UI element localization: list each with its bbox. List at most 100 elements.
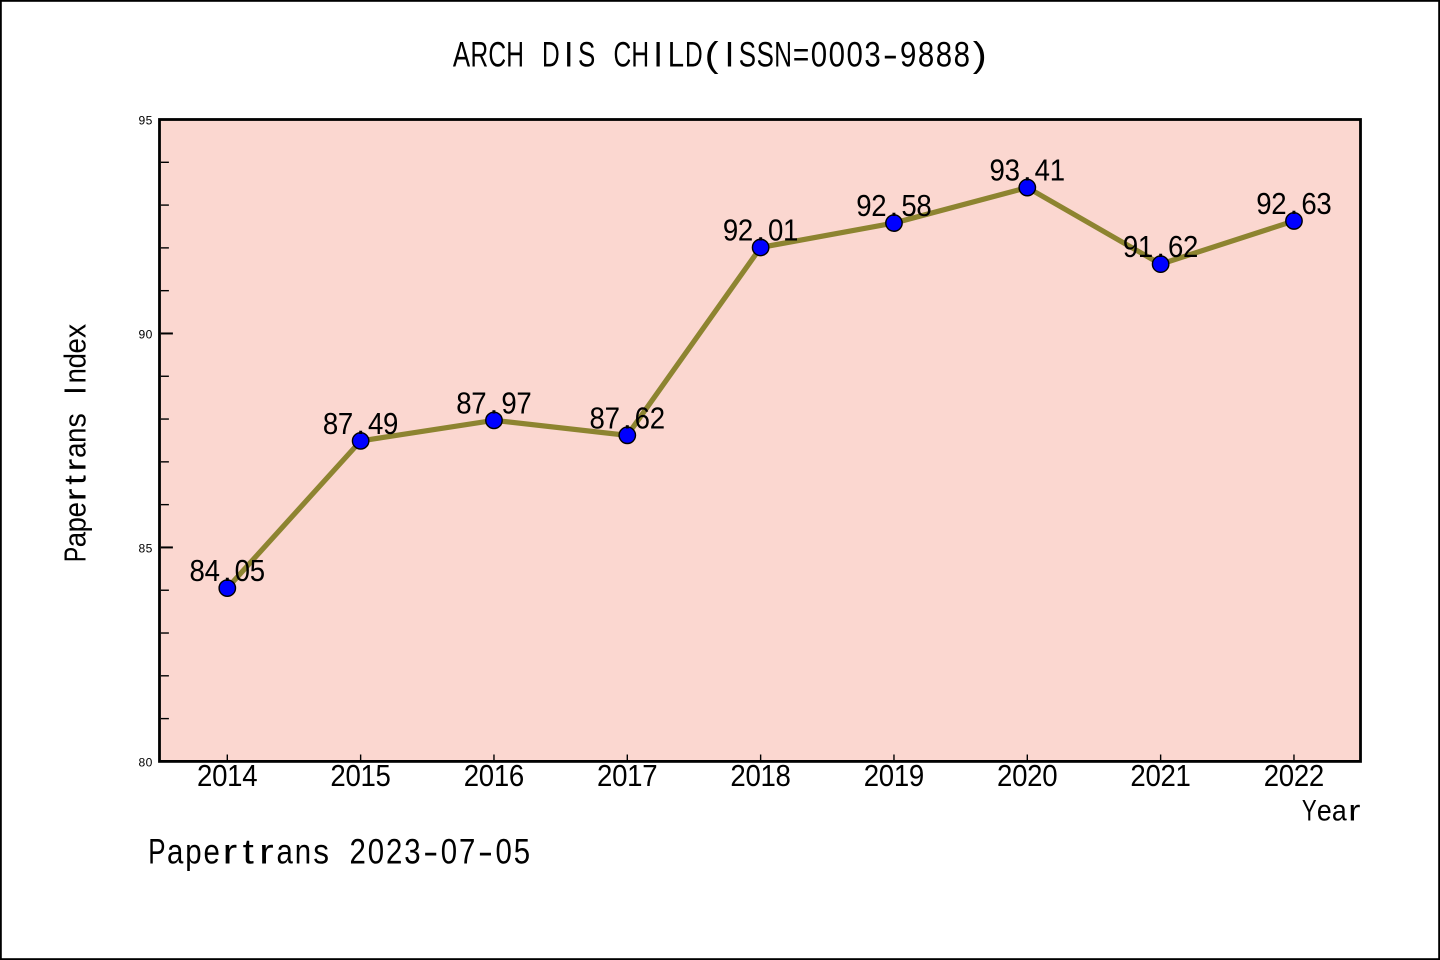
svg-text:-: - [883,35,898,75]
svg-text:8: 8 [190,554,205,589]
svg-text:0: 0 [146,328,153,342]
svg-text:2: 2 [997,758,1012,793]
svg-text:2: 2 [1160,758,1175,793]
svg-text:2: 2 [1130,758,1145,793]
svg-text:a: a [167,832,183,871]
svg-text:.: . [756,212,765,247]
svg-text:3: 3 [1316,186,1331,221]
svg-text:0: 0 [212,758,227,793]
svg-text:0: 0 [846,35,862,74]
svg-text:6: 6 [1168,230,1183,265]
svg-text:a: a [277,832,293,871]
svg-text:e: e [204,832,220,871]
svg-text:3: 3 [1005,153,1020,188]
svg-text:7: 7 [471,386,486,421]
svg-text:S: S [578,35,595,75]
svg-text:8: 8 [918,35,934,74]
svg-text:1: 1 [627,758,642,793]
svg-text:.: . [623,400,632,435]
svg-text:0: 0 [235,554,250,589]
svg-text:8: 8 [954,35,970,74]
svg-text:-: - [478,832,493,872]
svg-text:5: 5 [514,832,530,871]
svg-text:n: n [58,368,93,383]
svg-text:0: 0 [1145,758,1160,793]
svg-text:1: 1 [1176,758,1191,793]
svg-text:x: x [58,324,92,338]
svg-text:7: 7 [516,386,531,421]
svg-text:5: 5 [146,114,153,128]
svg-text:9: 9 [1123,230,1138,265]
svg-text:-: - [423,832,438,872]
svg-text:d: d [58,353,93,368]
svg-text:1: 1 [360,758,375,793]
svg-text:n: n [295,832,311,871]
svg-text:7: 7 [459,832,475,871]
svg-text:2: 2 [1309,758,1324,793]
svg-text:.: . [356,406,365,441]
svg-text:H: H [506,36,524,74]
svg-text:2: 2 [1183,230,1198,265]
svg-text:0: 0 [146,755,153,769]
svg-text:P: P [148,832,165,872]
svg-text:9: 9 [909,758,924,793]
svg-text:e: e [58,338,93,353]
svg-text:2: 2 [197,758,212,793]
svg-text:6: 6 [1301,186,1316,221]
svg-text:0: 0 [441,832,457,871]
svg-text:H: H [631,36,649,74]
svg-text:P: P [57,547,92,562]
svg-text:.: . [1290,186,1299,221]
svg-text:8: 8 [138,541,145,555]
svg-text:t: t [57,475,92,485]
svg-text:2: 2 [1271,186,1286,221]
svg-text:6: 6 [635,401,650,436]
svg-text:.: . [1023,153,1032,188]
svg-text:r: r [223,833,238,872]
svg-text:(: ( [705,36,719,75]
svg-text:r: r [59,459,93,472]
svg-text:2: 2 [1264,758,1279,793]
svg-text:6: 6 [509,758,524,793]
svg-text:.: . [890,188,899,223]
svg-text:3: 3 [864,35,880,74]
svg-text:R: R [471,36,489,74]
svg-text:1: 1 [1050,153,1065,188]
svg-text:8: 8 [916,189,931,224]
svg-text:9: 9 [383,406,398,441]
svg-text:4: 4 [242,758,257,793]
svg-text:S: S [757,35,774,75]
svg-text:5: 5 [146,541,153,555]
svg-text:r: r [259,833,274,872]
svg-text:2: 2 [864,758,879,793]
svg-text:.: . [223,553,232,588]
svg-text:): ) [973,36,987,75]
svg-text:.: . [490,385,499,420]
svg-text:0: 0 [479,758,494,793]
svg-text:1: 1 [1138,230,1153,265]
svg-text:8: 8 [138,755,145,769]
svg-text:9: 9 [1256,186,1271,221]
svg-text:=: = [793,35,809,75]
svg-text:0: 0 [1012,758,1027,793]
svg-text:8: 8 [590,401,605,436]
svg-text:0: 0 [768,213,783,248]
svg-text:0: 0 [612,758,627,793]
svg-text:p: p [58,517,93,532]
svg-text:2: 2 [350,832,366,871]
svg-text:1: 1 [760,758,775,793]
svg-text:5: 5 [901,189,916,224]
svg-text:e: e [1317,794,1332,828]
svg-text:2: 2 [1294,758,1309,793]
svg-text:2: 2 [730,758,745,793]
svg-text:2: 2 [386,832,402,871]
svg-text:L: L [668,35,684,74]
svg-text:1: 1 [894,758,909,793]
svg-text:4: 4 [1035,153,1050,188]
svg-text:C: C [488,36,506,74]
svg-text:2: 2 [1027,758,1042,793]
svg-text:0: 0 [1042,758,1057,793]
svg-text:I: I [653,36,663,75]
svg-text:0: 0 [1279,758,1294,793]
svg-text:C: C [613,36,631,74]
